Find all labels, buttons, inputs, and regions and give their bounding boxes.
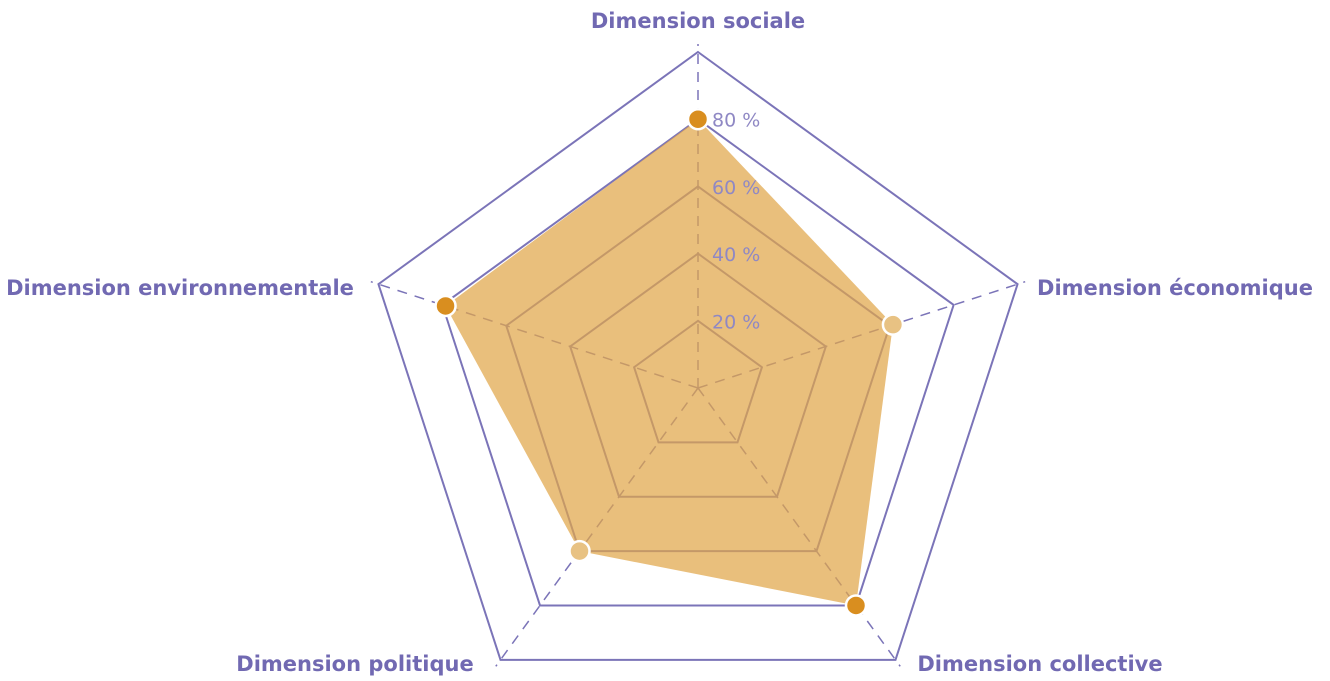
- grid-ring: [441, 117, 955, 607]
- y-tick-label: 40 %: [712, 244, 760, 266]
- data-point: [881, 313, 905, 336]
- category-label: Dimension économique: [1037, 276, 1313, 300]
- category-label: Dimension environnementale: [6, 276, 354, 300]
- data-point: [568, 539, 591, 563]
- category-label: Dimension sociale: [591, 9, 805, 33]
- y-tick-label: 80 %: [712, 110, 760, 132]
- data-point: [686, 107, 710, 131]
- outer-frame: [377, 50, 1019, 661]
- data-point: [434, 294, 457, 318]
- y-tick-label: 60 %: [712, 177, 760, 199]
- y-tick-label: 20 %: [712, 311, 760, 333]
- data-area: [445, 119, 893, 606]
- data-point: [844, 594, 868, 617]
- category-label: Dimension collective: [917, 652, 1162, 676]
- category-label: Dimension politique: [236, 652, 473, 676]
